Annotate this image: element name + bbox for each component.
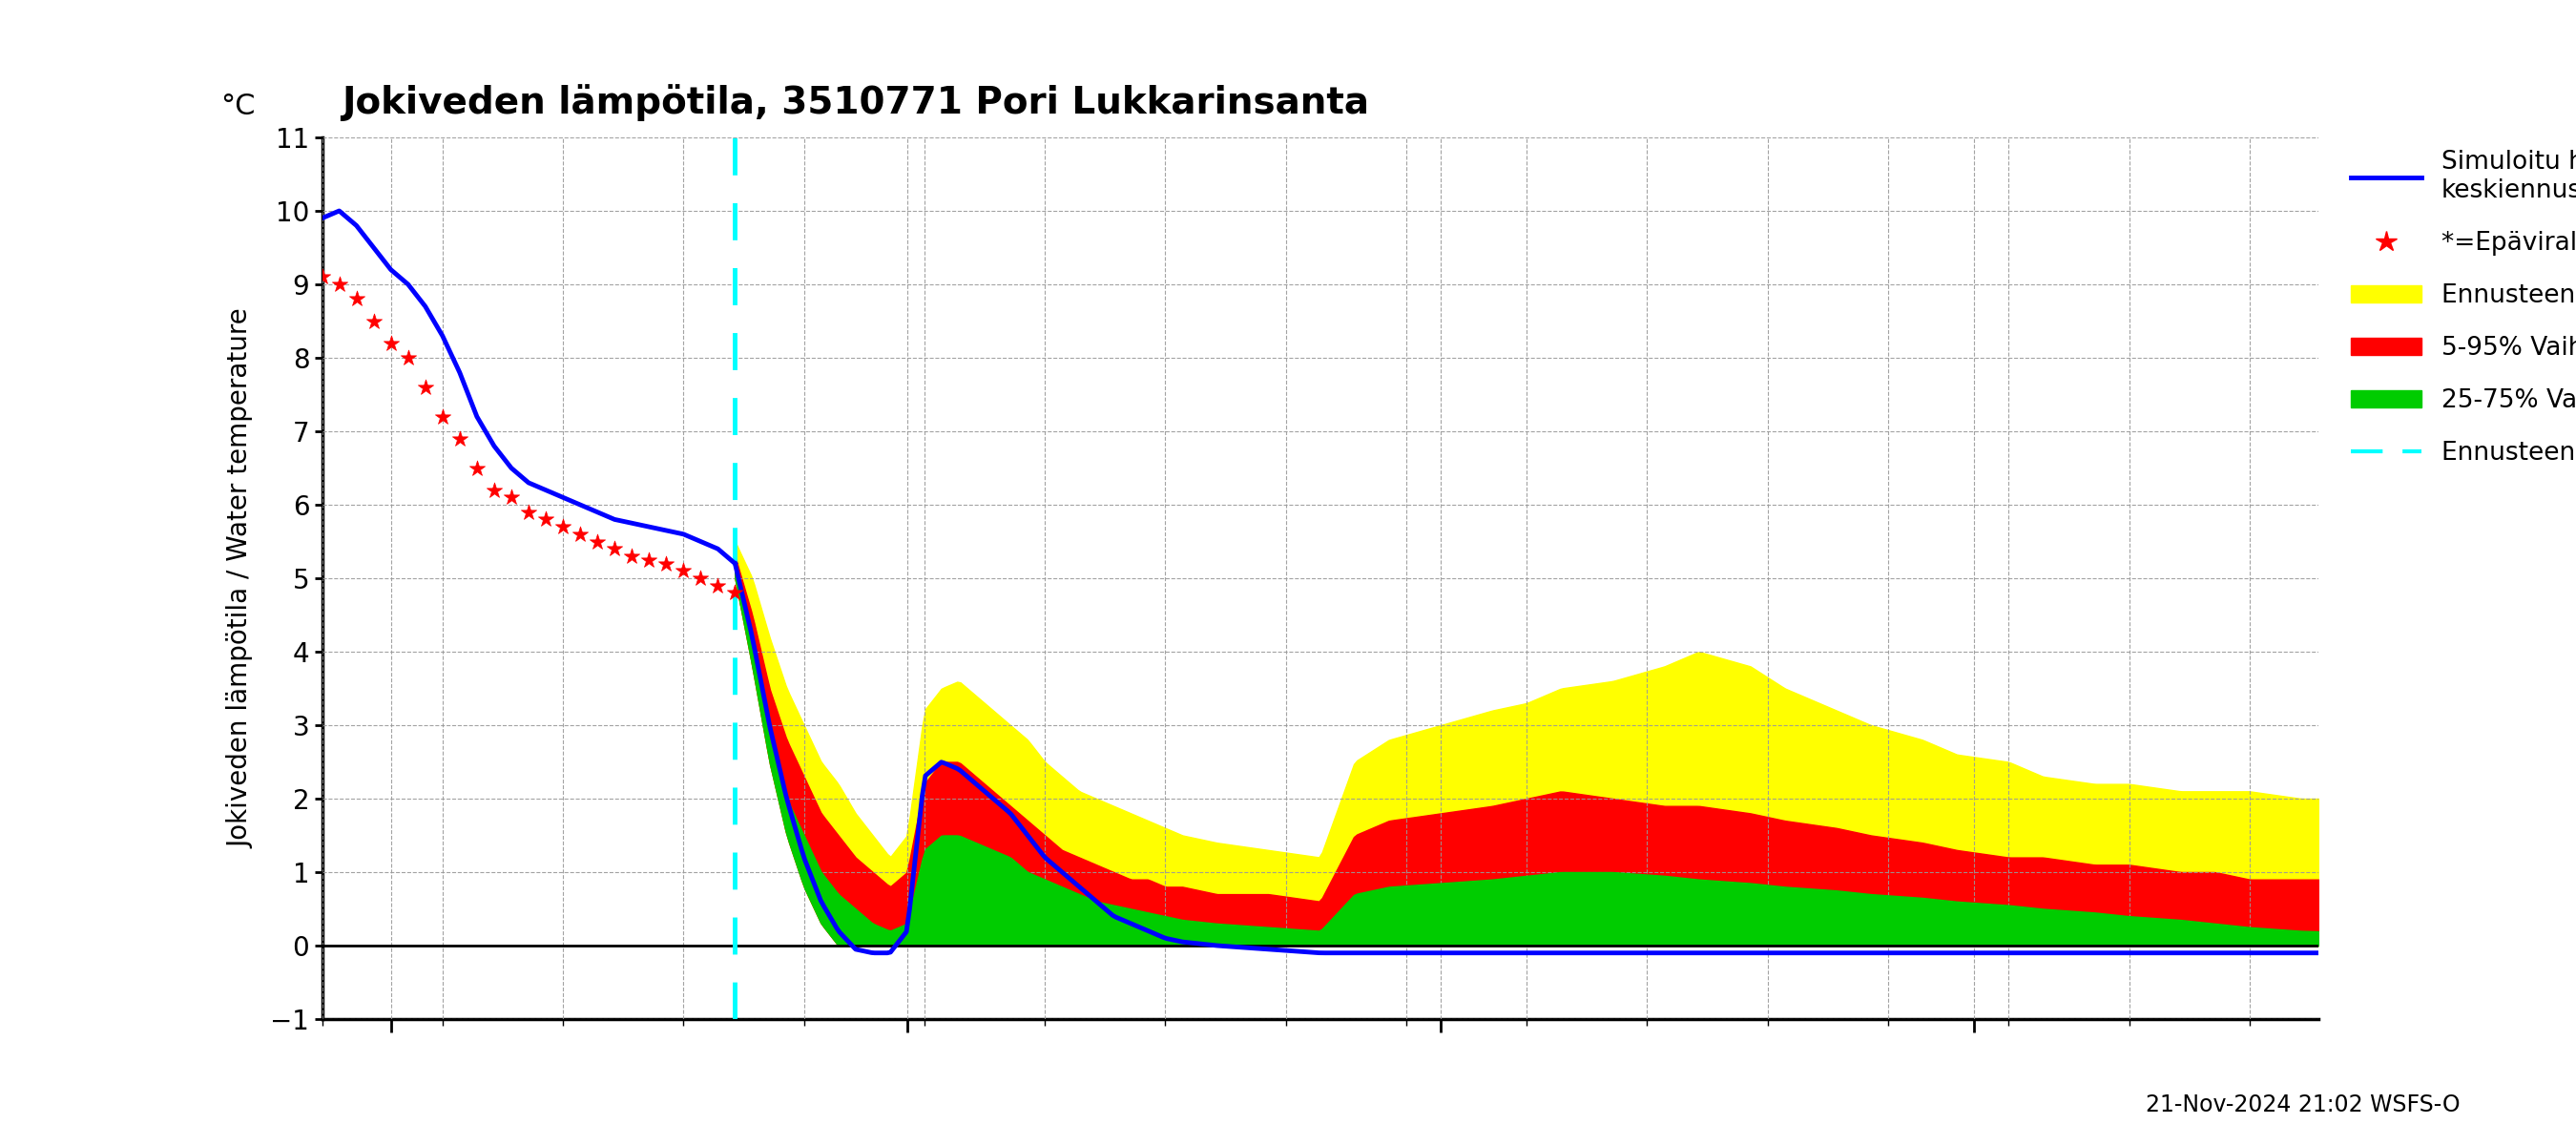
Point: [353, 311, 394, 330]
Point: [559, 524, 600, 544]
Point: [319, 275, 361, 293]
Text: °C: °C: [222, 92, 255, 120]
Point: [526, 511, 567, 529]
Point: [335, 290, 376, 308]
Point: [507, 503, 549, 521]
Point: [301, 268, 343, 286]
Point: [662, 562, 703, 581]
Y-axis label: Jokiveden lämpötila / Water temperature: Jokiveden lämpötila / Water temperature: [227, 308, 255, 848]
Point: [577, 532, 618, 551]
Point: [595, 539, 636, 558]
Point: [647, 554, 688, 572]
Point: [404, 378, 446, 396]
Point: [629, 551, 670, 569]
Point: [456, 459, 497, 477]
Point: [474, 481, 515, 499]
Point: [680, 569, 721, 587]
Point: [544, 518, 585, 536]
Point: [489, 488, 531, 506]
Point: [386, 348, 428, 366]
Text: Jokiveden lämpötila, 3510771 Pori Lukkarinsanta: Jokiveden lämpötila, 3510771 Pori Lukkar…: [343, 84, 1370, 121]
Text: 21-Nov-2024 21:02 WSFS-O: 21-Nov-2024 21:02 WSFS-O: [2146, 1093, 2460, 1116]
Point: [371, 334, 412, 353]
Point: [611, 547, 652, 566]
Point: [698, 576, 739, 594]
Point: [714, 584, 755, 602]
Point: [422, 408, 464, 426]
Legend: Simuloitu historia ja
keskiennuste, *=Epävirallinen mittaus, Ennusteen vaihteluv: Simuloitu historia ja keskiennuste, *=Ep…: [2352, 150, 2576, 466]
Point: [438, 429, 479, 448]
